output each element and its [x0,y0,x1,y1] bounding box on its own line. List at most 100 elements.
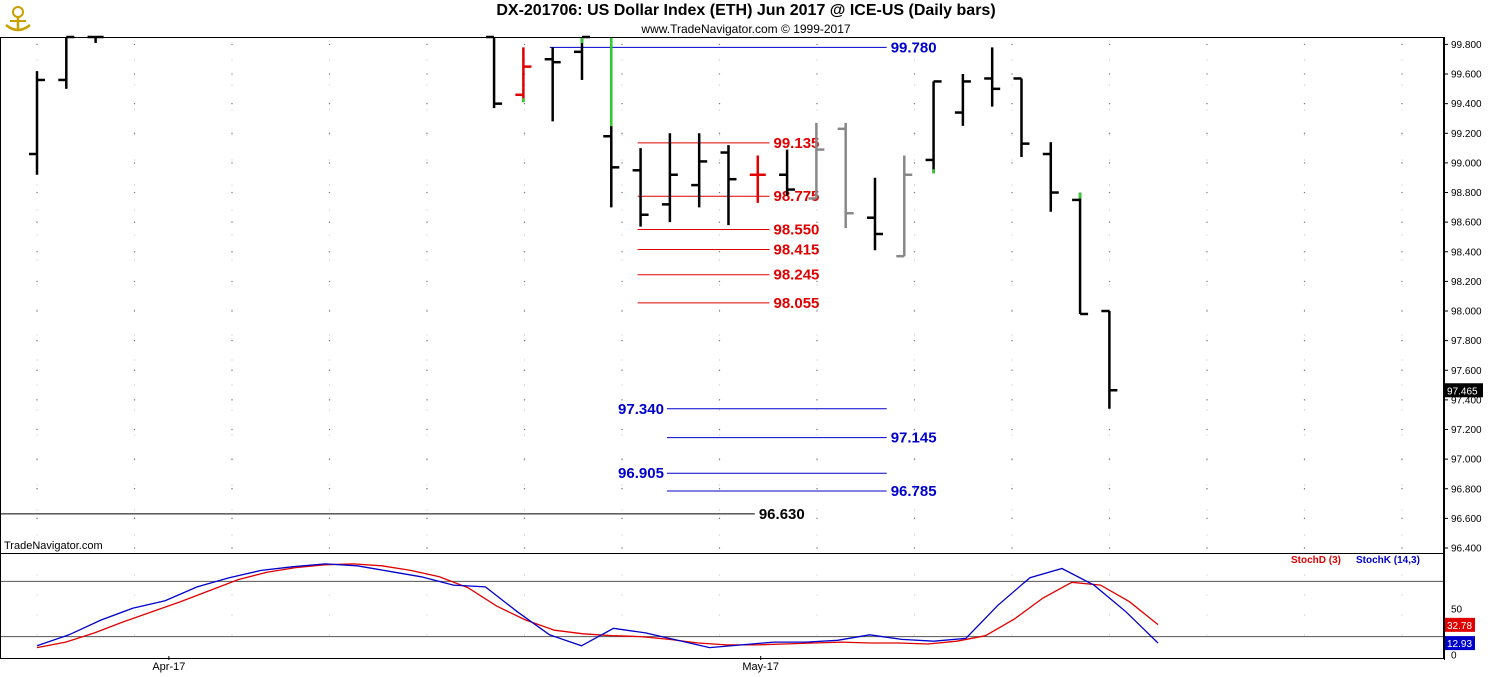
grid-dot [914,259,915,261]
level-label: 97.145 [891,430,937,447]
grid-dot [719,184,720,186]
grid-dot [719,309,720,311]
grid-dot [1206,102,1208,105]
grid-dot [1011,59,1013,61]
x-axis-label: Apr-17 [152,661,185,673]
grid-dot [426,409,428,411]
grid-dot [133,458,136,460]
grid-dot [133,43,136,46]
grid-dot [621,594,623,596]
grid-dot [816,310,818,312]
grid-dot [524,209,525,211]
grid-dot [816,339,818,342]
grid-dot [816,84,818,86]
grid-dot [1304,634,1305,636]
grid-dot [1206,614,1208,616]
legend-stoch-k: StochK (14,3) [1356,555,1420,566]
grid-dot [329,634,330,636]
grid-dot [523,191,526,194]
grid-dot [524,284,525,286]
grid-dot [426,484,428,486]
grid-dot [36,334,38,336]
grid-dot [913,428,916,431]
grid-dot [1011,234,1013,236]
grid-dot [524,184,525,186]
grid-dot [1011,280,1013,283]
grid-dot [134,434,135,436]
grid-dot [133,399,136,401]
grid-dot [328,221,331,223]
grid-dot [621,84,623,86]
grid-dot [914,159,915,161]
grid-dot [426,59,428,61]
grid-dot [426,259,428,261]
grid-dot [1401,159,1403,161]
grid-dot [718,102,721,105]
grid-dot [816,509,818,511]
grid-dot [1206,428,1208,431]
grid-dot [816,409,818,411]
grid-dot [913,458,916,460]
grid-dot [523,132,526,134]
grid-dot [1108,517,1111,520]
grid-dot [231,458,233,460]
grid-dot [1401,284,1403,286]
grid-dot [426,102,428,105]
grid-dot [523,339,526,342]
grid-dot [913,517,916,520]
grid-dot [36,310,38,312]
grid-dot [621,488,623,490]
grid-dot [328,310,331,312]
grid-dot [134,309,135,311]
grid-dot [719,574,720,576]
level-label: 98.415 [774,242,820,259]
grid-dot [134,84,135,86]
grid-dot [621,458,623,460]
grid-dot [913,132,916,134]
grid-dot [231,384,233,386]
grid-dot [1401,459,1403,461]
grid-dot [719,109,720,111]
last-price-label: 97.465 [1447,386,1478,397]
grid-dot [1303,251,1306,253]
grid-dot [718,399,721,401]
grid-dot [134,234,135,236]
grid-dot [134,534,135,536]
grid-dot [231,284,233,286]
grid-dot [524,614,525,616]
grid-dot [231,132,233,134]
grid-dot [329,384,330,386]
grid-dot [1206,134,1208,136]
grid-dot [1304,259,1305,261]
grid-dot [1109,594,1110,596]
y-tick-label: 98.200 [1451,277,1482,288]
grid-dot [1401,184,1403,186]
grid-dot [621,339,623,342]
grid-dot [1303,221,1306,223]
grid-dot [133,369,136,371]
grid-dot [36,484,38,486]
grid-dot [36,409,38,411]
level-label: 98.550 [774,222,820,239]
grid-dot [1401,547,1403,549]
grid-dot [1011,458,1013,460]
grid-dot [1304,184,1305,186]
grid-dot [1011,134,1013,136]
grid-dot [231,459,233,461]
y-tick-label: 97.800 [1451,336,1482,347]
grid-dot [329,59,330,61]
grid-dot [719,84,720,86]
grid-dot [36,43,38,46]
grid-dot [1108,280,1111,283]
grid-dot [621,284,623,286]
grid-dot [621,614,623,616]
grid-dot [719,509,720,511]
grid-dot [231,221,233,223]
grid-dot [719,594,720,596]
grid-dot [134,594,135,596]
grid-dot [1206,384,1208,386]
grid-dot [231,59,233,61]
grid-dot [621,159,623,161]
grid-dot [816,109,818,111]
